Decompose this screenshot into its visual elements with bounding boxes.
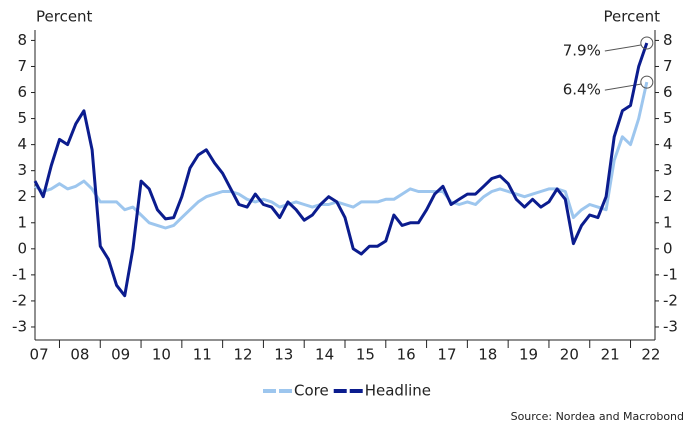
label-marker [640, 75, 654, 89]
x-tick-label: 07 [30, 346, 49, 364]
y2-tick-label: 8 [663, 31, 673, 49]
y-tick-label: -2 [12, 291, 27, 309]
y2-tick-label: -2 [663, 291, 678, 309]
y-tick-label: 8 [17, 31, 27, 49]
x-tick-label: 16 [397, 346, 416, 364]
y-axis-label: Percent [36, 8, 93, 26]
y2-tick-label: 4 [663, 135, 673, 153]
y2-tick-label: 0 [663, 239, 673, 257]
legend-label: Headline [365, 382, 431, 400]
y-tick-label: 7 [17, 57, 27, 75]
x-tick-label: 11 [193, 346, 212, 364]
line-core [34, 81, 649, 230]
y-tick-label: 6 [17, 83, 27, 101]
x-tick-label: 17 [437, 346, 456, 364]
x-tick-label: 13 [274, 346, 293, 364]
y-tick-label: -1 [12, 265, 27, 283]
x-tick-label: 08 [70, 346, 89, 364]
label-marker [640, 36, 654, 50]
y2-tick-label: 7 [663, 57, 673, 75]
y2-tick-label: -1 [663, 265, 678, 283]
y-tick-label: 5 [17, 109, 27, 127]
x-tick-label: 09 [111, 346, 130, 364]
x-tick-label: 19 [519, 346, 538, 364]
source: Source: Nordea and Macrobond [511, 410, 684, 423]
x-tick-label: 18 [478, 346, 497, 364]
x-tick-label: 15 [356, 346, 375, 364]
y-tick-label: -3 [12, 317, 27, 335]
y2-axis-label: Percent [604, 8, 661, 26]
y2-tick-label: 3 [663, 161, 673, 179]
x-tick-label: 21 [601, 346, 620, 364]
y-tick-label: 4 [17, 135, 27, 153]
y2-tick-label: 5 [663, 109, 673, 127]
x-tick-label: 10 [152, 346, 171, 364]
x-tick-label: 12 [233, 346, 252, 364]
y-tick-label: 1 [17, 213, 27, 231]
value-label: 6.4% [563, 81, 601, 99]
legend-label: Core [294, 382, 329, 400]
y2-tick-label: 2 [663, 187, 673, 205]
y-tick-label: 2 [17, 187, 27, 205]
x-tick-label: 22 [641, 346, 660, 364]
line-headline [33, 42, 649, 298]
y2-tick-label: -3 [663, 317, 678, 335]
x-tick-label: 14 [315, 346, 334, 364]
label-leader [604, 44, 641, 52]
y2-tick-label: 1 [663, 213, 673, 231]
x-tick-label: 20 [560, 346, 579, 364]
y2-tick-label: 6 [663, 83, 673, 101]
y-tick-label: 0 [17, 239, 27, 257]
y-tick-label: 3 [17, 161, 27, 179]
value-label: 7.9% [563, 42, 601, 60]
